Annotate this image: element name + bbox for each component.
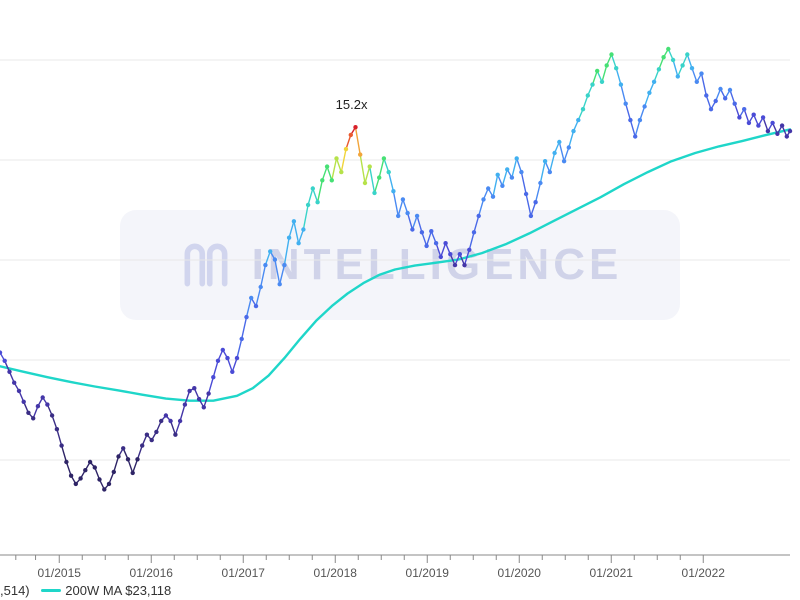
- x-axis-label: 01/2015: [38, 566, 82, 580]
- x-axis-label: 01/2019: [406, 566, 450, 580]
- chart-canvas: 01/2015 01/2016 01/2017 01/2018 01/2019 01/20…: [0, 0, 800, 600]
- x-axis-label: 01/2018: [314, 566, 358, 580]
- x-axis-label: 01/2021: [590, 566, 634, 580]
- x-axis-label: 01/2020: [498, 566, 542, 580]
- x-axis-label: 01/2016: [130, 566, 174, 580]
- price-chart: INTELLIGENCE 01/201501/201601/201701/201…: [0, 0, 800, 600]
- x-axis-label: 01/2017: [222, 566, 266, 580]
- peak-annotation: 15.2x: [336, 97, 368, 112]
- x-axis-label: 01/2022: [682, 566, 726, 580]
